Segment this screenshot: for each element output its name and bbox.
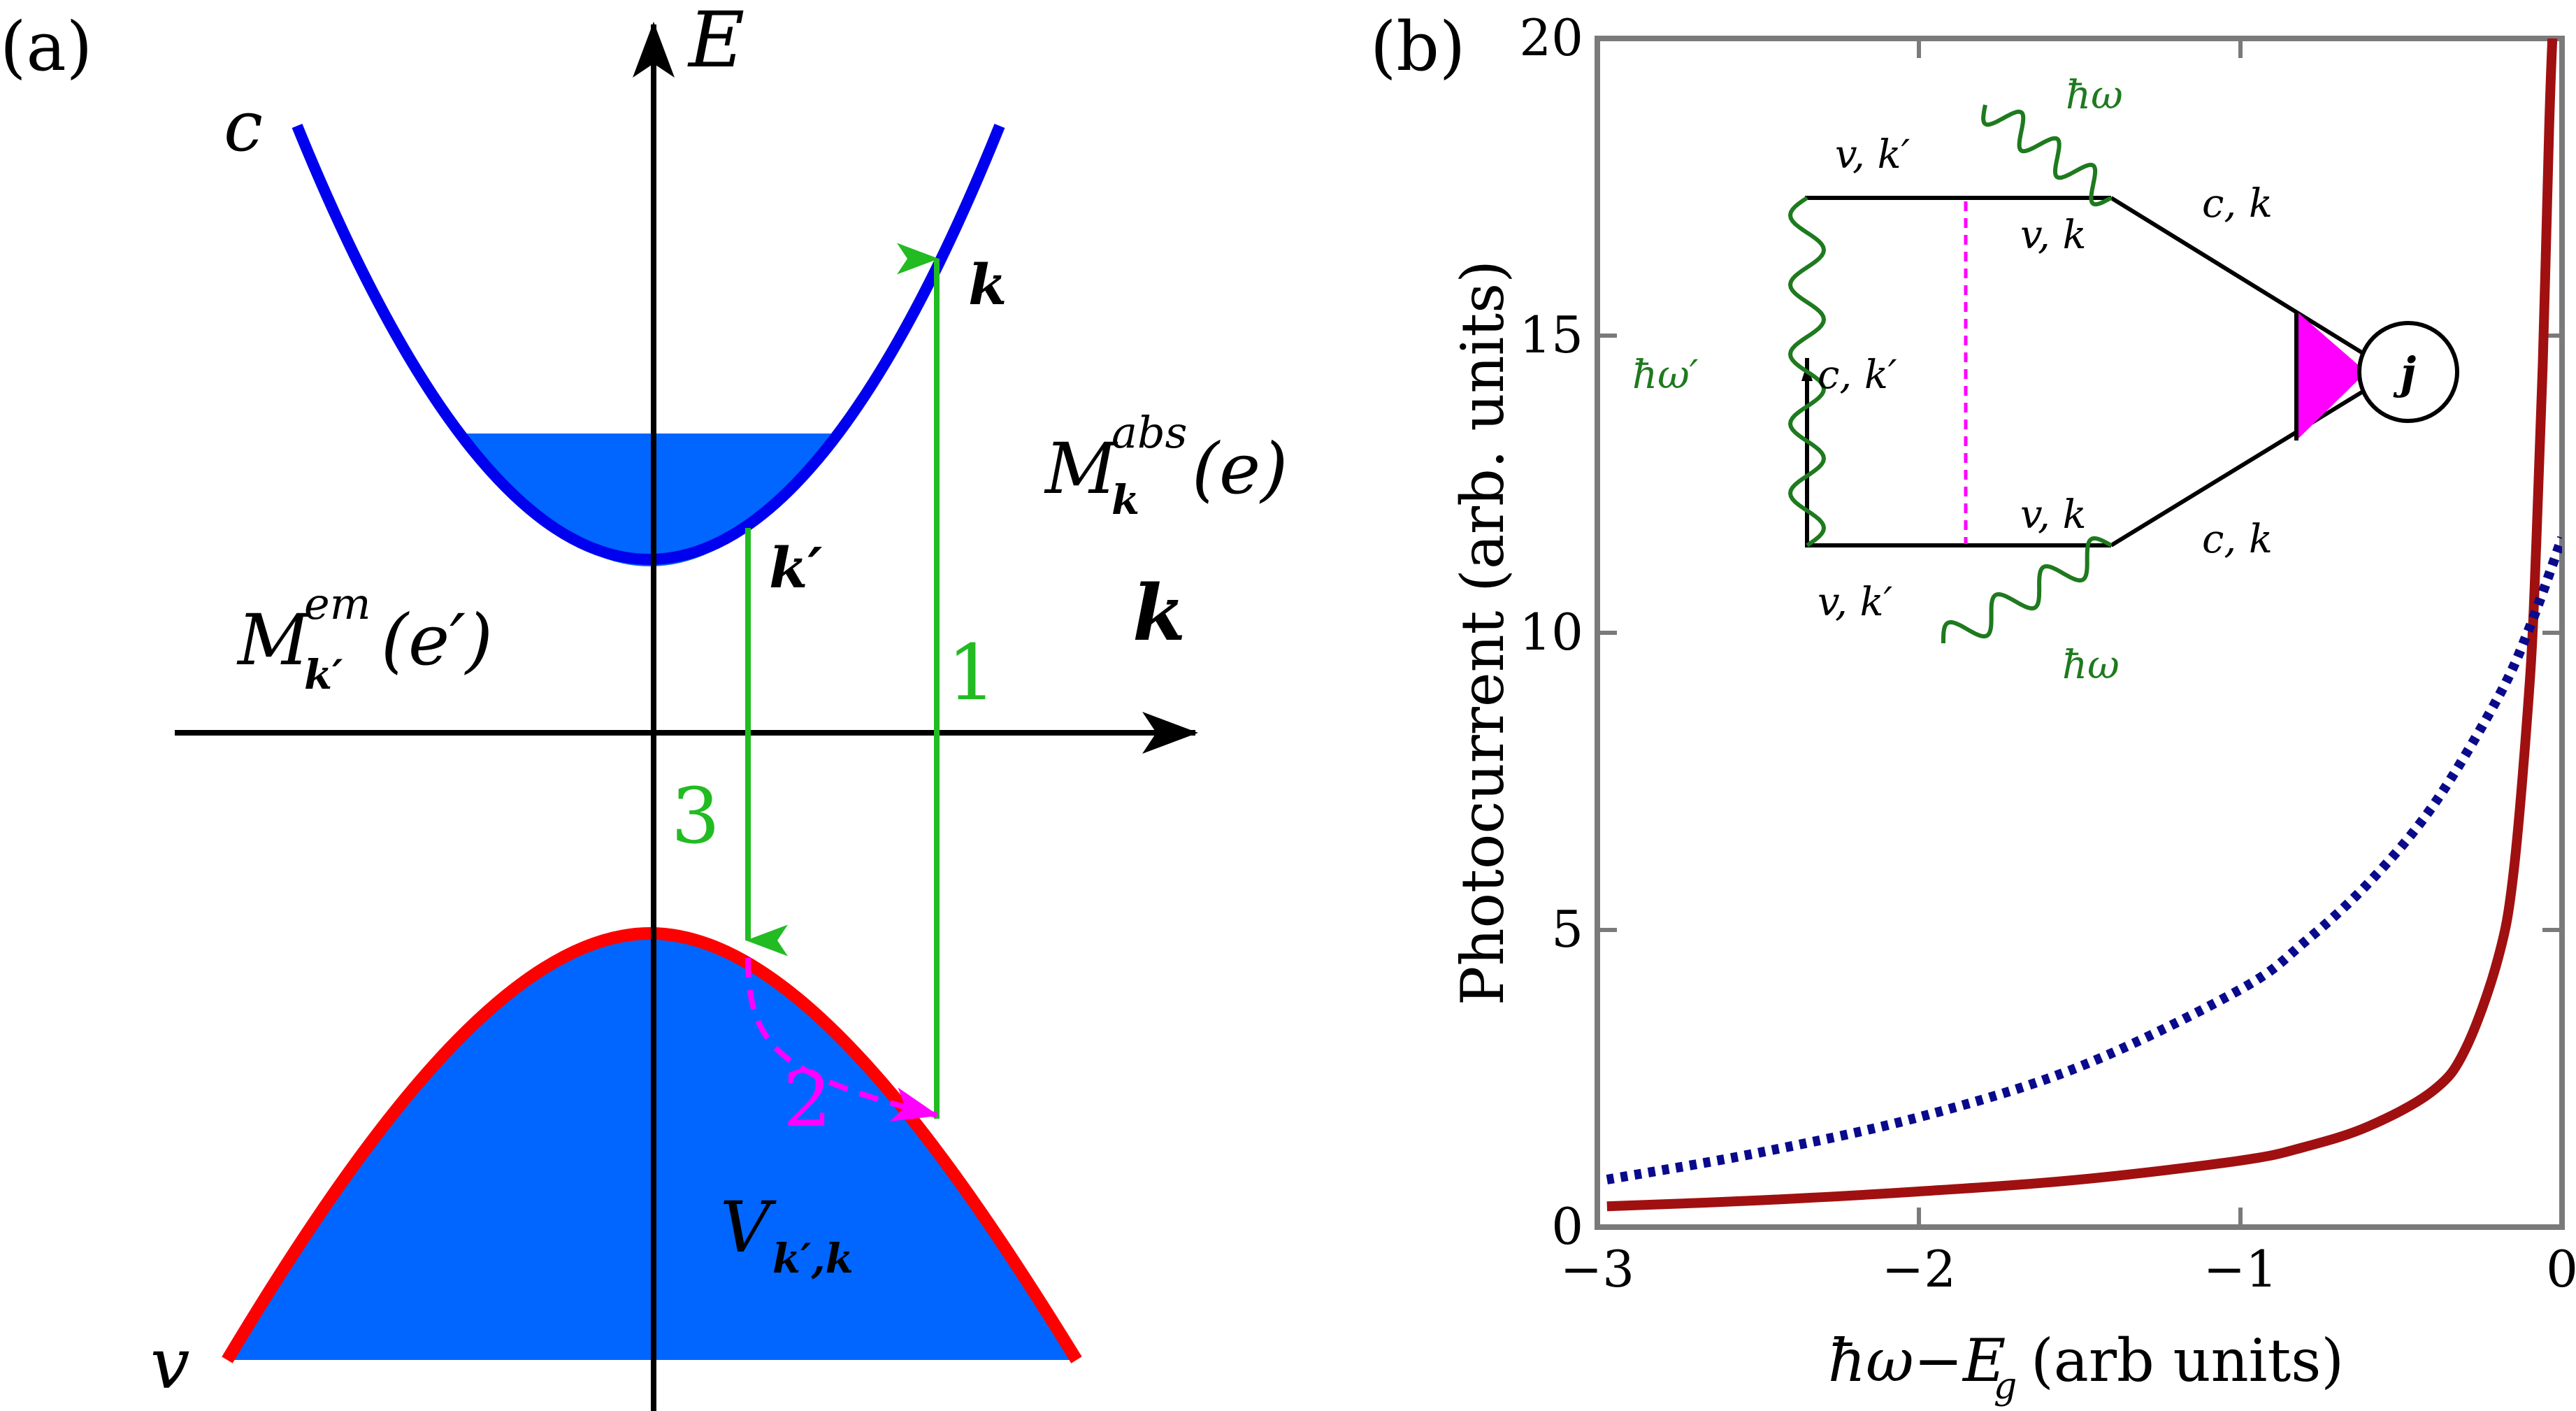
inset-label-bot-left: v, k′ [1818, 580, 1893, 625]
panel-a: (a) E k c v k k′ 1 2 3 M abs k (e) [0, 0, 1288, 1411]
svg-text:(e′): (e′) [381, 599, 493, 681]
inset-vertex-fill [2296, 311, 2366, 441]
energy-axis-label: E [687, 0, 744, 85]
inset-diagram: j v, k′ v, k c, k c, k′ v, k c, k v, k′ … [1632, 73, 2459, 688]
inset-photon-bottom-wave [1941, 536, 2113, 643]
k-state-label: k [968, 252, 1007, 317]
x-tick-label: −1 [2203, 1240, 2278, 1298]
y-axis-label: Photocurrent (arb. units) [1448, 260, 1517, 1005]
step-2-label: 2 [783, 1054, 832, 1144]
inset-label-bot-right: c, k [2202, 517, 2273, 562]
x-tick-label: −3 [1560, 1240, 1634, 1298]
inset-photon-top-wave [1981, 104, 2113, 207]
inset-current-vertex [2357, 321, 2459, 423]
x-axis-label: ħω−E g (arb units) [1828, 1326, 2344, 1408]
inset-label-top-left: v, k′ [1835, 132, 1911, 178]
svg-text:g: g [1994, 1366, 2017, 1408]
inset-lower-diagonal [2110, 389, 2364, 547]
series-solid-line [1606, 38, 2558, 1212]
y-tick-label: 15 [1519, 306, 1583, 364]
svg-text:ħω−E: ħω−E [1828, 1326, 2006, 1395]
svg-text:k: k [1111, 476, 1139, 524]
x-tick-label: 0 [2546, 1240, 2576, 1298]
valence-band-label: v [150, 1323, 190, 1405]
panel-b: (b) −3 −2 −1 0 0 5 10 15 20 Photocurrent (arb. u… [1370, 8, 2576, 1408]
valence-band-curve [222, 926, 1082, 1363]
conduction-band-curve [292, 123, 1005, 565]
svg-text:V: V [720, 1187, 777, 1268]
inset-upper-diagonal [2110, 196, 2364, 355]
svg-text:(e): (e) [1192, 428, 1288, 510]
step-3-label: 3 [671, 771, 720, 861]
svg-text:k′: k′ [304, 651, 343, 699]
inset-label-bot-mid: v, k [2020, 492, 2087, 538]
y-tick-label: 10 [1519, 603, 1583, 661]
svg-text:k′,k: k′,k [772, 1235, 854, 1282]
inset-photon-left-wave [1787, 196, 1827, 547]
svg-text:abs: abs [1111, 407, 1187, 458]
kprime-state-label: k′ [769, 535, 823, 601]
step-1-label: 1 [947, 628, 996, 717]
absorption-matrix-element: M abs k (e) [1044, 407, 1288, 524]
panel-a-label: (a) [0, 8, 92, 86]
inset-label-top-mid: v, k [2020, 213, 2087, 258]
momentum-axis-label: k [1132, 568, 1186, 658]
inset-label-mid-left: c, k′ [1818, 352, 1897, 398]
svg-text:M: M [236, 599, 311, 681]
svg-text:M: M [1044, 428, 1118, 510]
inset-photon-left-label: ħω′ [1632, 352, 1699, 398]
series-dotted-line [1606, 536, 2562, 1184]
scattering-2-arrow [745, 957, 940, 1122]
scattering-potential: V k′,k [720, 1187, 854, 1282]
inset-photon-top-label: ħω [2066, 73, 2123, 118]
panel-b-label: (b) [1370, 8, 1465, 86]
svg-text:(arb units): (arb units) [2031, 1326, 2344, 1395]
y-tick-label: 0 [1551, 1197, 1583, 1256]
x-tick-label: −2 [1882, 1240, 1956, 1298]
conduction-band-label: c [224, 85, 263, 167]
axis-ticks: −3 −2 −1 0 0 5 10 15 20 [1519, 8, 2576, 1298]
y-tick-label: 5 [1551, 900, 1583, 959]
inset-photon-bottom-label: ħω [2062, 643, 2120, 688]
emission-matrix-element: M em k′ (e′) [236, 578, 493, 699]
inset-label-top-right: c, k [2202, 181, 2273, 227]
svg-text:em: em [304, 578, 370, 629]
y-tick-label: 20 [1519, 8, 1583, 67]
